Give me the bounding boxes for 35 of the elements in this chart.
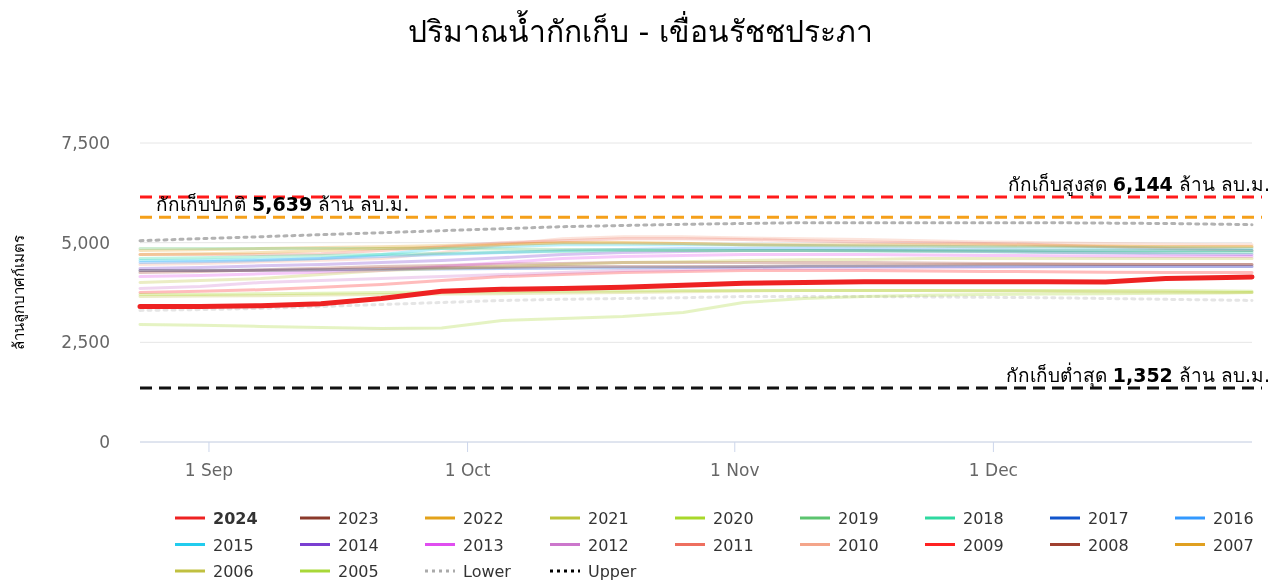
legend-label: 2019: [838, 509, 879, 528]
x-tick-label: 1 Oct: [444, 460, 491, 480]
legend-label: 2022: [463, 509, 504, 528]
legend-label: 2023: [338, 509, 379, 528]
legend-label: Upper: [588, 562, 637, 581]
y-tick-label: 2,500: [61, 332, 110, 353]
x-tick-label: 1 Dec: [968, 460, 1018, 480]
x-tick-label: 1 Sep: [184, 460, 234, 480]
chart-title: ปริมาณน้ำกักเก็บ - เขื่อนรัชชประภา: [408, 10, 873, 49]
legend-label: 2014: [338, 535, 379, 555]
legend-label: 2021: [588, 509, 629, 528]
legend-label: 2016: [1213, 509, 1254, 528]
legend-label: 2007: [1213, 535, 1254, 555]
legend-label: Lower: [463, 562, 512, 581]
legend-label: 2017: [1088, 509, 1129, 528]
x-tick-label: 1 Nov: [710, 460, 760, 480]
ref-line-label: กักเก็บปกติ 5,639 ล้าน ลบ.ม.: [156, 192, 410, 216]
legend-label: 2013: [463, 535, 504, 555]
legend-label: 2010: [838, 535, 879, 555]
legend-label: 2011: [713, 535, 754, 555]
legend-label: 2006: [213, 562, 254, 581]
legend-label: 2020: [713, 509, 754, 528]
ref-line-label: กักเก็บสูงสุด 6,144 ล้าน ลบ.ม.: [1007, 172, 1270, 198]
legend-label: 2008: [1088, 535, 1129, 555]
legend-label: 2009: [963, 535, 1004, 555]
legend-label: 2005: [338, 562, 379, 581]
legend-label: 2024: [213, 509, 258, 528]
y-axis-title: ล้านลูกบาศก์เมตร: [10, 235, 28, 350]
y-tick-label: 5,000: [61, 232, 110, 253]
legend-label: 2015: [213, 535, 254, 555]
y-tick-label: 0: [99, 432, 110, 452]
ref-line-label: กักเก็บต่ำสุด 1,352 ล้าน ลบ.ม.: [1005, 362, 1270, 389]
legend-label: 2018: [963, 509, 1004, 528]
legend-label: 2012: [588, 535, 629, 555]
y-tick-label: 7,500: [61, 133, 110, 153]
